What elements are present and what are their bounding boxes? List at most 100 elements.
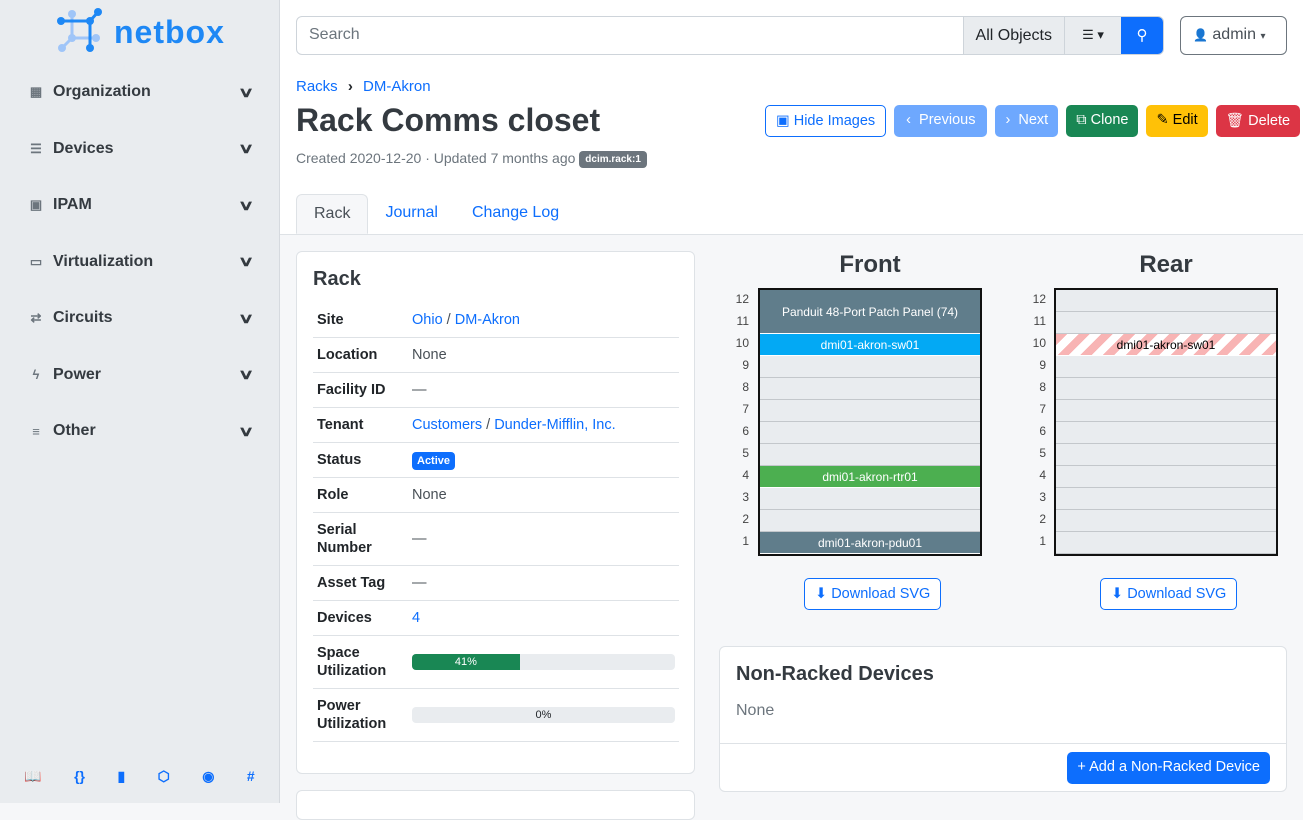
netbox-logo-icon — [57, 8, 102, 52]
search-bar: Search All Objects ☰ ▾ ⚲ — [296, 16, 1164, 55]
table-row: Asset Tag — — [313, 565, 679, 601]
graphql-icon[interactable]: ⬡ — [157, 768, 170, 784]
breadcrumb: Racks › DM-Akron — [296, 78, 431, 95]
site-link[interactable]: DM-Akron — [454, 312, 520, 328]
pencil-icon: ✎ — [1156, 112, 1169, 128]
rack-unit-number: 3 — [742, 490, 749, 504]
rack-unit-slot[interactable] — [760, 422, 980, 444]
rack-unit-number: 8 — [742, 380, 749, 394]
serial-label: Serial Number — [313, 512, 408, 566]
rack-unit-slot[interactable] — [760, 510, 980, 532]
user-menu[interactable]: 👤 admin ▾ — [1180, 16, 1287, 55]
rack-unit-slot[interactable] — [1056, 378, 1276, 400]
facility-label: Facility ID — [313, 372, 408, 408]
status-badge: Active — [412, 452, 456, 470]
sidebar-item-virtualization[interactable]: ▭ Virtualization ∨ — [0, 234, 279, 291]
breadcrumb-site[interactable]: DM-Akron — [363, 78, 431, 95]
tenant-link[interactable]: Dunder-Mifflin, Inc. — [494, 417, 616, 433]
username: admin — [1212, 26, 1256, 43]
rack-unit-slot[interactable] — [760, 378, 980, 400]
rack-attributes-table: Site Ohio / DM-Akron Location None Facilit… — [313, 303, 679, 742]
file-image-icon: ▣ — [776, 113, 790, 129]
sidebar-item-circuits[interactable]: ⇄ Circuits ∨ — [0, 290, 279, 347]
object-badge: dcim.rack:1 — [579, 151, 647, 168]
sidebar-item-other[interactable]: ≡ Other ∨ — [0, 403, 279, 460]
tenant-group-link[interactable]: Customers — [412, 417, 483, 433]
chevron-down-icon: ∨ — [237, 422, 255, 439]
site-label: Site — [313, 303, 408, 338]
sidebar-item-organization[interactable]: ▦ Organization ∨ — [0, 64, 279, 121]
github-icon[interactable]: ◉ — [202, 768, 215, 784]
search-scope-select[interactable]: All Objects — [962, 17, 1064, 54]
chevron-left-icon: ‹ — [906, 112, 911, 128]
chevron-down-icon: ∨ — [237, 83, 255, 100]
devices-link[interactable]: 4 — [412, 610, 421, 626]
add-non-racked-device-button[interactable]: + Add a Non-Racked Device — [1067, 752, 1270, 784]
delete-button[interactable]: 🗑 Delete — [1215, 105, 1301, 137]
add-label: Add a Non-Racked Device — [1089, 759, 1260, 775]
rack-unit-number: 2 — [1039, 512, 1046, 526]
rack-unit-number: 11 — [1033, 314, 1046, 328]
tab-rack[interactable]: Rack — [296, 194, 369, 234]
search-input[interactable]: Search — [309, 26, 360, 43]
rack-unit-slot[interactable] — [1056, 488, 1276, 510]
rack-device[interactable]: dmi01-akron-sw01 — [1056, 334, 1276, 356]
tab-change-log[interactable]: Change Log — [471, 204, 560, 221]
serial-value: — — [408, 512, 679, 566]
edit-button[interactable]: ✎ Edit — [1146, 105, 1208, 137]
next-button[interactable]: › Next — [995, 105, 1059, 137]
rack-device[interactable]: dmi01-akron-sw01 — [760, 334, 980, 356]
tab-journal[interactable]: Journal — [385, 204, 438, 221]
rack-unit-slot[interactable] — [1056, 510, 1276, 532]
book-icon[interactable]: 📖 — [24, 768, 42, 784]
rack-unit-number: 4 — [1039, 468, 1046, 482]
download-rear-svg-button[interactable]: ⬇ Download SVG — [1100, 578, 1238, 610]
api-braces-icon[interactable]: {} — [74, 768, 85, 784]
rack-unit-slot[interactable] — [1056, 466, 1276, 488]
filter-dropdown[interactable]: ☰ ▾ — [1064, 17, 1121, 54]
netbox-logo[interactable]: netbox — [56, 8, 225, 56]
rack-device[interactable]: dmi01-akron-rtr01 — [760, 466, 980, 488]
rack-unit-number: 9 — [1039, 358, 1046, 372]
rack-unit-number: 8 — [1039, 380, 1046, 394]
page-title: Rack Comms closet — [296, 102, 601, 138]
previous-button[interactable]: ‹ Previous — [894, 105, 988, 137]
page-meta: Created 2020-12-20 · Updated 7 months ag… — [296, 150, 647, 168]
rack-unit-slot[interactable] — [1056, 356, 1276, 378]
rack-unit-number: 5 — [1039, 446, 1046, 460]
rack-unit-slot[interactable] — [1056, 290, 1276, 312]
non-racked-card: Non-Racked Devices None + Add a Non-Rack… — [719, 646, 1287, 792]
sidebar-item-devices[interactable]: ☰ Devices ∨ — [0, 121, 279, 178]
sidebar-item-ipam[interactable]: ▣ IPAM ∨ — [0, 177, 279, 234]
bookmark-icon[interactable]: ▮ — [117, 768, 126, 784]
sidebar-item-power[interactable]: ϟ Power ∨ — [0, 347, 279, 404]
table-row: Facility ID — — [313, 372, 679, 408]
rack-device[interactable]: Panduit 48-Port Patch Panel (74) — [760, 290, 980, 334]
rack-unit-slot[interactable] — [760, 356, 980, 378]
rack-unit-slot[interactable] — [760, 400, 980, 422]
rack-unit-slot[interactable] — [760, 488, 980, 510]
sidebar-item-label: Virtualization — [53, 252, 154, 270]
rack-unit-slot[interactable] — [1056, 312, 1276, 334]
sidebar-item-label: Organization — [53, 83, 151, 101]
rack-unit-number: 4 — [742, 468, 749, 482]
rack-unit-slot[interactable] — [1056, 400, 1276, 422]
region-link[interactable]: Ohio — [412, 312, 443, 328]
chevron-down-icon: ∨ — [237, 140, 255, 157]
table-row: Status Active — [313, 442, 679, 478]
breadcrumb-racks[interactable]: Racks — [296, 78, 338, 95]
search-button[interactable]: ⚲ — [1121, 17, 1163, 54]
power-utilization-bar: 0% — [412, 707, 675, 723]
rack-card: Rack Site Ohio / DM-Akron Location None Fa… — [296, 251, 695, 774]
clone-button[interactable]: ⧉ Clone — [1066, 105, 1139, 137]
rack-unit-slot[interactable] — [1056, 444, 1276, 466]
hide-images-button[interactable]: ▣ Hide Images — [765, 105, 887, 137]
rack-device[interactable]: dmi01-akron-pdu01 — [760, 532, 980, 554]
download-front-svg-button[interactable]: ⬇ Download SVG — [804, 578, 942, 610]
rack-unit-slot[interactable] — [1056, 422, 1276, 444]
file-download-icon: ⬇ — [815, 586, 828, 602]
rack-unit-slot[interactable] — [1056, 532, 1276, 554]
rack-unit-slot[interactable] — [760, 444, 980, 466]
facility-value: — — [408, 372, 679, 408]
slack-icon[interactable]: # — [246, 768, 255, 784]
